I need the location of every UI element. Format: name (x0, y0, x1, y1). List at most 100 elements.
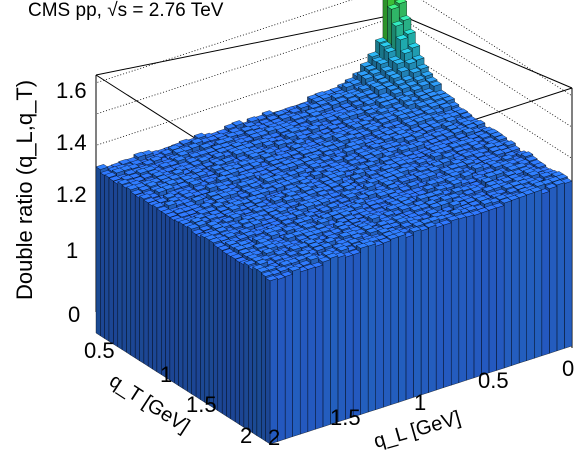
bar-face (117, 181, 123, 350)
bar-face (394, 0, 408, 4)
bar-face (261, 110, 275, 116)
bar-face (444, 116, 458, 122)
bar-face (308, 133, 322, 139)
bar-face (296, 134, 310, 140)
bar-face (375, 97, 388, 103)
grid-line (95, 46, 399, 146)
bar-face (404, 58, 418, 65)
bar-face (377, 77, 390, 84)
bar-face (311, 96, 325, 103)
bar-face (417, 122, 431, 129)
bar-face (466, 133, 480, 140)
bar-face (407, 42, 421, 49)
bar-face (411, 131, 424, 138)
bar-face (289, 114, 303, 120)
bar-face (277, 113, 291, 120)
bar-face (465, 123, 478, 129)
bar-face (379, 41, 393, 48)
bar-face (366, 93, 380, 99)
bar-face (263, 126, 277, 132)
bar-face (392, 58, 406, 65)
bar-face (423, 108, 437, 115)
bar-face (288, 107, 302, 114)
bar-face (309, 110, 322, 117)
bar-face (396, 66, 410, 73)
bar-face (248, 132, 262, 139)
bar-face (139, 195, 145, 364)
bar-face (361, 116, 375, 122)
bar-face (121, 185, 127, 353)
bar-face (511, 197, 520, 366)
bar-face (379, 100, 393, 107)
bar-face (315, 99, 329, 106)
bar-face (466, 214, 475, 381)
bar-face (421, 88, 435, 94)
bar-face (368, 68, 382, 75)
bar-face (223, 123, 237, 130)
bar-face (472, 119, 486, 126)
bar-face (360, 73, 374, 80)
bar-face (442, 131, 456, 138)
bar-face (379, 134, 393, 140)
bar-face (296, 102, 310, 109)
bar-face (425, 91, 439, 97)
bar-face (411, 54, 425, 61)
bar-face (488, 207, 497, 374)
bar-face (373, 114, 386, 120)
bar-face (372, 74, 386, 80)
bar-face (424, 76, 438, 83)
grid-line (397, 47, 573, 159)
bar-face (396, 113, 410, 119)
bar-face (337, 113, 351, 120)
bar-face (415, 101, 429, 107)
bar-face (385, 115, 398, 121)
bar-face (306, 116, 319, 122)
bar-face (376, 58, 389, 65)
bar-face (382, 129, 396, 135)
bar-face (380, 65, 394, 72)
bar-face (414, 90, 427, 97)
bar-face (402, 90, 415, 97)
bar-face (427, 101, 440, 108)
bar-face (342, 92, 356, 99)
bar-face (398, 95, 412, 102)
bar-face (325, 115, 339, 122)
bar-face (374, 84, 387, 91)
bar-face (432, 115, 446, 121)
bar-face (360, 105, 373, 111)
bar-face (108, 177, 114, 345)
bar-face (350, 122, 364, 129)
bar-face (391, 20, 404, 27)
bar-face (434, 135, 448, 141)
bar-face (430, 131, 444, 137)
bar-face (556, 182, 565, 352)
bar-face (391, 134, 405, 140)
bar-face (478, 132, 491, 139)
bar-face (398, 15, 412, 21)
bar-face (332, 132, 345, 139)
bar-face (409, 85, 423, 91)
bar-face (412, 75, 426, 81)
bar-face (391, 103, 405, 109)
bar-face (541, 191, 550, 357)
bar-face (148, 202, 153, 370)
bar-face (430, 94, 444, 101)
chart-title: CMS pp, √s = 2.76 TeV (28, 0, 224, 21)
bar-face (455, 108, 469, 115)
bar-face (266, 114, 279, 121)
bar-face (347, 129, 361, 135)
bar-face (459, 112, 473, 118)
bar-face (113, 181, 118, 348)
bar-face (275, 127, 289, 133)
bar-face (460, 120, 474, 126)
bar-face (445, 124, 459, 130)
bar-face (409, 126, 423, 132)
bar-face (287, 126, 301, 133)
bar-face (357, 119, 371, 126)
bar-face (246, 116, 260, 122)
bar-face (449, 127, 463, 134)
bar-face (100, 172, 105, 339)
bar-face (273, 110, 287, 116)
bar-face (401, 75, 414, 81)
bar-face (335, 96, 348, 103)
